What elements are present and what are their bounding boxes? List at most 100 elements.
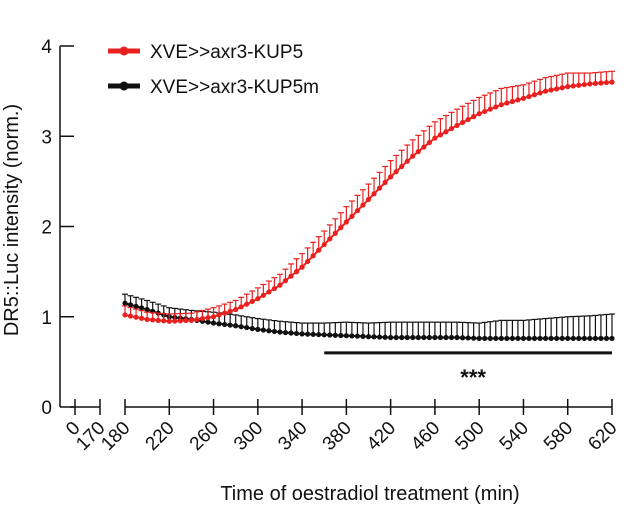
data-point [205, 319, 211, 325]
data-point [520, 95, 527, 101]
data-point [421, 144, 427, 150]
series-kup5m [122, 293, 615, 342]
data-point [410, 334, 416, 341]
data-point [493, 335, 499, 342]
data-point [587, 335, 593, 342]
data-point [210, 314, 217, 320]
data-point [122, 300, 128, 306]
data-point [404, 158, 410, 164]
legend-marker [119, 46, 129, 56]
data-point [459, 119, 466, 126]
data-point [227, 308, 233, 314]
data-point [172, 318, 178, 324]
data-point [233, 323, 239, 329]
data-point [603, 79, 610, 86]
data-point [260, 292, 266, 298]
data-point [559, 335, 565, 342]
data-point [448, 334, 455, 341]
data-point [603, 335, 610, 342]
data-point [133, 303, 139, 309]
data-point [554, 86, 560, 92]
data-point [205, 315, 211, 321]
legend-entry: XVE>>axr3-KUP5 [108, 42, 303, 63]
data-point [576, 82, 582, 88]
data-point [376, 334, 383, 340]
data-point [371, 334, 377, 340]
data-point [127, 313, 134, 319]
data-point [288, 330, 294, 336]
y-tick-label: 2 [41, 218, 52, 239]
legend-marker [119, 81, 129, 91]
data-point [388, 174, 394, 180]
data-point [476, 111, 482, 117]
data-point [465, 335, 471, 341]
data-point [305, 258, 311, 265]
data-point [376, 185, 383, 191]
data-point [227, 322, 233, 328]
data-point [133, 314, 139, 320]
data-point [498, 335, 504, 342]
data-point [432, 334, 438, 341]
data-point [471, 114, 477, 120]
data-point [238, 304, 244, 310]
data-point [476, 335, 482, 342]
data-point [471, 335, 477, 341]
series-kup5 [122, 70, 615, 324]
data-point [482, 108, 488, 115]
data-point [504, 335, 510, 342]
data-point [249, 298, 255, 305]
data-point [260, 327, 266, 333]
data-point [222, 310, 228, 316]
data-point [271, 328, 278, 335]
data-point [587, 81, 593, 87]
data-point [509, 98, 515, 105]
x-tick-label: 540 [496, 418, 533, 455]
y-tick-label: 0 [41, 398, 52, 419]
data-point [493, 104, 499, 110]
data-point [365, 334, 372, 340]
data-point [515, 335, 521, 342]
data-point [520, 335, 527, 342]
data-point [210, 320, 217, 326]
data-point [426, 139, 432, 146]
data-point [293, 330, 300, 337]
data-point [609, 335, 615, 342]
data-point [216, 312, 222, 318]
data-point [526, 335, 532, 342]
data-point [194, 316, 200, 323]
data-point [188, 317, 195, 323]
data-point [144, 306, 150, 313]
data-point [592, 80, 598, 87]
data-point [321, 332, 327, 338]
data-point [277, 329, 283, 335]
data-point [542, 88, 549, 94]
data-point [393, 334, 399, 341]
data-point [338, 225, 344, 231]
data-point [443, 334, 449, 341]
x-tick-label: 220 [142, 418, 179, 455]
data-point [487, 106, 493, 112]
data-point [166, 318, 172, 324]
data-point [144, 316, 150, 323]
data-point [310, 331, 316, 337]
data-point [426, 334, 432, 341]
data-point [327, 332, 333, 338]
data-point [244, 324, 250, 331]
annotations: *** [324, 351, 612, 390]
data-point [504, 100, 510, 106]
legend-label: XVE>>axr3-KUP5 [150, 42, 303, 63]
data-point [454, 334, 460, 341]
data-point [393, 169, 399, 175]
data-point [437, 132, 444, 138]
data-point [316, 331, 322, 338]
x-tick-label: 580 [540, 418, 577, 455]
data-point [448, 125, 455, 132]
data-point [139, 315, 145, 321]
data-point [305, 331, 311, 337]
data-point [266, 328, 272, 334]
data-point [155, 317, 161, 323]
data-point [432, 135, 438, 141]
data-point [277, 282, 283, 288]
